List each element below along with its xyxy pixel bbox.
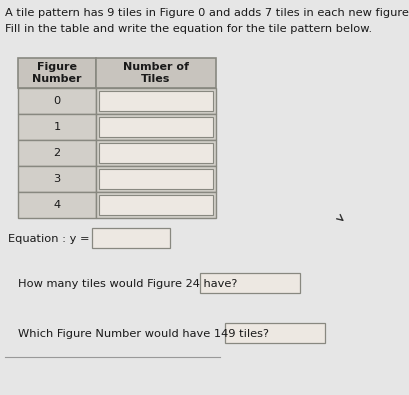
Text: A tile pattern has 9 tiles in Figure 0 and adds 7 tiles in each new figure.: A tile pattern has 9 tiles in Figure 0 a…: [5, 8, 409, 18]
Bar: [99, 117, 213, 137]
Bar: [18, 192, 96, 218]
Bar: [92, 228, 170, 248]
Text: 3: 3: [54, 174, 61, 184]
Text: Number of
Tiles: Number of Tiles: [123, 62, 189, 84]
Text: Fill in the table and write the equation for the tile pattern below.: Fill in the table and write the equation…: [5, 24, 372, 34]
Bar: [99, 195, 213, 215]
Bar: [18, 88, 96, 114]
Bar: [18, 114, 96, 140]
Bar: [99, 143, 213, 163]
Bar: [18, 140, 96, 166]
Bar: [96, 192, 216, 218]
Text: How many tiles would Figure 24 have?: How many tiles would Figure 24 have?: [18, 279, 237, 289]
Bar: [18, 58, 96, 88]
Text: Figure
Number: Figure Number: [32, 62, 82, 84]
Text: 4: 4: [54, 200, 61, 210]
Bar: [99, 91, 213, 111]
Text: Equation : y =: Equation : y =: [8, 234, 90, 244]
Bar: [96, 88, 216, 114]
Text: 1: 1: [54, 122, 61, 132]
Bar: [96, 166, 216, 192]
Text: 0: 0: [54, 96, 61, 106]
Bar: [200, 273, 300, 293]
Bar: [96, 58, 216, 88]
Bar: [96, 140, 216, 166]
Bar: [225, 323, 325, 343]
Bar: [99, 169, 213, 189]
Bar: [18, 166, 96, 192]
Bar: [96, 114, 216, 140]
Text: Which Figure Number would have 149 tiles?: Which Figure Number would have 149 tiles…: [18, 329, 269, 339]
Text: 2: 2: [54, 148, 61, 158]
